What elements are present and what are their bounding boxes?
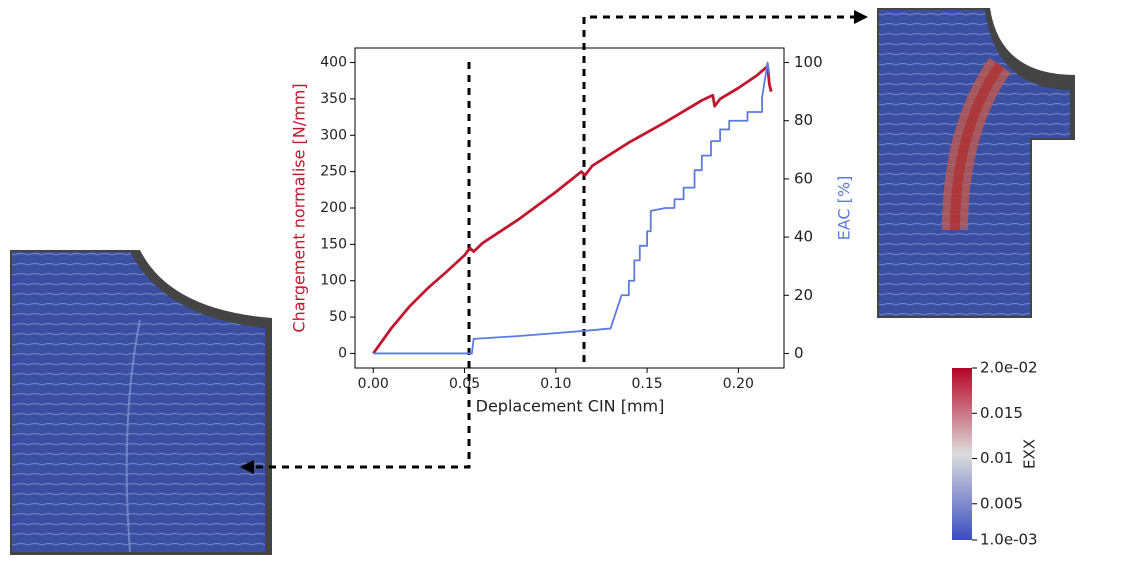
- specimen-image-right: [877, 8, 1075, 318]
- y-tick-label: 250: [320, 164, 347, 180]
- colorbar-tick-label: 1.0e-03: [980, 531, 1038, 549]
- y2-tick-label: 0: [794, 344, 804, 362]
- y-axis-label: Chargement normalise [N/mm]: [290, 83, 309, 332]
- annotation-arrows: [252, 15, 856, 469]
- specimen-image-left: [10, 250, 272, 555]
- y-tick-label: 100: [320, 273, 347, 289]
- x-tick-label: 0.00: [358, 376, 389, 392]
- colorbar-tick-label: 2.0e-02: [980, 359, 1038, 377]
- y2-tick-label: 60: [794, 169, 813, 187]
- colorbar-label: EXX: [1021, 439, 1039, 469]
- y2-tick-label: 80: [794, 111, 813, 129]
- x-tick-label: 0.10: [540, 376, 571, 392]
- x-tick-label: 0.05: [449, 376, 480, 392]
- arrowhead: [240, 460, 254, 474]
- y2-axis-label: EAC [%]: [835, 176, 854, 241]
- plot-frame: [354, 47, 785, 369]
- y-tick-label: 0: [338, 345, 347, 361]
- arrowhead: [854, 10, 868, 24]
- data-line: [373, 61, 771, 355]
- x-tick-label: 0.15: [631, 376, 662, 392]
- y-tick-label: 300: [320, 127, 347, 143]
- y-tick-label: 400: [320, 55, 347, 71]
- y-tick-label: 150: [320, 236, 347, 252]
- colorbar-tick-label: 0.005: [980, 494, 1023, 512]
- data-line: [372, 64, 773, 355]
- y-tick-label: 350: [320, 91, 347, 107]
- x-tick-label: 0.20: [723, 376, 754, 392]
- y-tick-label: 50: [329, 309, 347, 325]
- colorbar-tick-label: 0.01: [980, 449, 1013, 467]
- y2-tick-label: 20: [794, 286, 813, 304]
- colorbar-tick-label: 0.015: [980, 404, 1023, 422]
- y2-tick-label: 40: [794, 228, 813, 246]
- x-axis-label: Deplacement CIN [mm]: [476, 397, 665, 416]
- y2-tick-label: 100: [794, 53, 823, 71]
- y-tick-label: 200: [320, 200, 347, 216]
- colorbar: [952, 368, 972, 540]
